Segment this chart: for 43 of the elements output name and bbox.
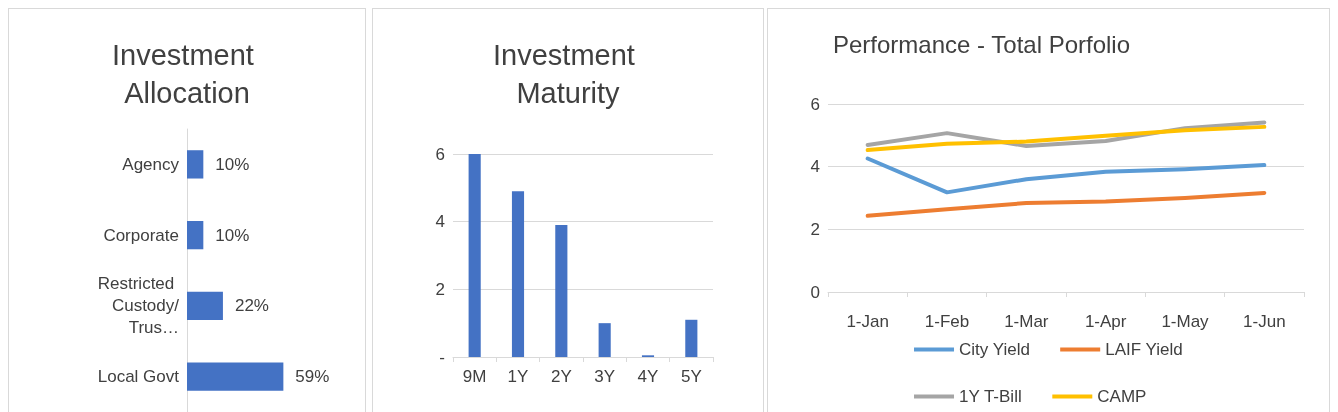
bar [555,225,568,357]
x-tick-label: 1-Apr [1084,311,1127,331]
y-tick-label: 4 [810,157,820,177]
bar [468,154,481,357]
x-tick-label: 1-May [1161,311,1210,331]
y-tick-label: Agency [122,154,180,174]
y-tick-label: 2 [435,279,445,299]
x-tick-label: 3Y [594,366,616,386]
bar [511,191,525,357]
x-tick-label: 1-Mar [1004,311,1049,331]
chart-title: Investment Allocation [112,39,262,109]
x-tick-label: 5Y [680,366,702,386]
y-tick-label: Local Govt [97,367,180,387]
y-tick-label: 2 [810,219,820,239]
legend-label: City Yield [959,340,1030,359]
data-label: 10% [215,154,250,174]
bar [685,319,698,357]
x-tick-label: 1-Jan [846,311,889,331]
legend-label: LAIF Yield [1105,340,1183,359]
x-tick-label: 1-Jun [1243,311,1286,331]
chart-title: Performance - Total Porfolio [833,30,1131,58]
y-tick-label: 6 [810,94,820,114]
x-tick-label: 1Y [507,366,529,386]
x-tick-label: 9M [462,366,487,386]
y-tick-label: - [439,347,445,367]
y-tick-label: Restricted Custody/Trus… [97,274,180,338]
line-series [865,156,1267,195]
legend-label: 1Y T-Bill [959,387,1022,406]
y-tick-label: 6 [435,144,445,164]
y-tick-label: 4 [435,212,445,232]
line-series [865,190,1267,218]
legend-label: CAMP [1097,387,1147,406]
y-tick-label: 0 [810,282,820,302]
line-series [865,124,1267,153]
x-tick-label: 1-Feb [924,311,970,331]
y-tick-label: Corporate [103,225,179,245]
x-tick-label: 2Y [550,366,572,386]
data-label: 22% [234,296,269,316]
data-label: 59% [295,367,330,387]
bar [598,323,611,357]
x-tick-label: 4Y [637,366,659,386]
data-label: 10% [215,225,250,245]
chart-title: Investment Maturity [493,39,643,109]
